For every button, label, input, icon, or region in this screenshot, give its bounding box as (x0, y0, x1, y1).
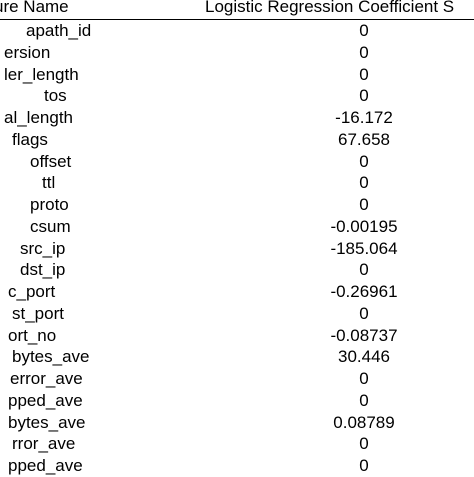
table-row: offset 0 (0, 151, 474, 173)
coefficient-header: Logistic Regression Coefficient S (205, 0, 455, 16)
table-row: ersion 0 (0, 42, 474, 64)
coefficient-value-cell: 0 (359, 456, 369, 475)
coefficient-value-cell: 0 (359, 151, 369, 171)
feature-name-cell: proto (30, 195, 69, 214)
feature-name-cell: ersion (4, 42, 51, 62)
feature-name-cell: csum (30, 216, 71, 236)
table-row: st_port 0 (0, 303, 474, 325)
coefficient-value-cell: -185.064 (330, 238, 398, 258)
coefficient-value-cell: 0.08789 (333, 412, 395, 432)
table-row: c_port -0.26961 (0, 281, 474, 303)
coefficient-value-cell: 30.446 (338, 347, 390, 367)
coefficient-value-cell: 67.658 (338, 129, 390, 149)
feature-name-cell: ort_no (8, 325, 57, 345)
feature-name-cell: bytes_ave (8, 412, 86, 432)
header-rule (0, 19, 474, 20)
table-row: proto 0 (0, 194, 474, 216)
coefficient-value-cell: 0 (359, 42, 369, 62)
feature-name-cell: src_ip (20, 238, 66, 258)
table-row: ort_no -0.08737 (0, 325, 474, 347)
coefficient-value-cell: 0 (359, 369, 369, 388)
table-row: ttl 0 (0, 172, 474, 194)
coefficient-value-cell: 0 (359, 434, 369, 454)
table-row: rror_ave 0 (0, 433, 474, 455)
coefficient-value-cell: 0 (359, 86, 369, 106)
coefficient-value-cell: 0 (359, 260, 369, 280)
table-row: error_ave 0 (0, 368, 474, 390)
feature-name-cell: flags (12, 129, 48, 149)
feature-name-cell: apath_id (26, 21, 92, 40)
feature-name-cell: bytes_ave (12, 347, 90, 367)
table-row: pped_ave 0 (0, 390, 474, 412)
coefficient-value-cell: 0 (359, 390, 369, 410)
table-row: tos 0 (0, 85, 474, 107)
feature-name-cell: error_ave (10, 369, 83, 388)
coefficient-value-cell: 0 (359, 173, 369, 193)
feature-name-cell: rror_ave (12, 434, 76, 454)
feature-name-cell: al_length (4, 108, 74, 127)
table-row: bytes_ave 0.08789 (0, 412, 474, 434)
feature-name-cell: tos (44, 86, 67, 106)
feature-name-cell: pped_ave (8, 390, 83, 410)
table-row: src_ip -185.064 (0, 238, 474, 260)
coefficient-value-cell: 0 (359, 21, 369, 40)
coefficient-value-cell: 0 (359, 64, 369, 84)
table-row: ler_length 0 (0, 64, 474, 86)
feature-name-cell: c_port (8, 282, 56, 301)
coefficient-value-cell: -0.00195 (330, 216, 398, 236)
coefficient-value-cell: -0.26961 (330, 282, 398, 301)
table-row: al_length -16.172 (0, 107, 474, 129)
table-row: flags 67.658 (0, 129, 474, 151)
feature-name-cell: ttl (42, 173, 56, 193)
feature-name-cell: dst_ip (20, 260, 66, 280)
table-row: pped_ave 0 (0, 455, 474, 477)
coefficient-value-cell: 0 (359, 303, 369, 323)
coefficient-value-cell: 0 (359, 195, 369, 214)
table-row: apath_id 0 (0, 20, 474, 42)
table-row: csum -0.00195 (0, 216, 474, 238)
feature-name-header: ure Name (0, 0, 69, 16)
feature-name-cell: ler_length (4, 64, 79, 84)
table-row: dst_ip 0 (0, 259, 474, 281)
feature-name-cell: offset (30, 151, 72, 171)
table-row: bytes_ave 30.446 (0, 346, 474, 368)
feature-name-cell: pped_ave (8, 456, 83, 475)
feature-name-cell: st_port (12, 303, 64, 323)
coefficient-value-cell: -16.172 (335, 108, 393, 127)
coefficient-value-cell: -0.08737 (330, 325, 398, 345)
